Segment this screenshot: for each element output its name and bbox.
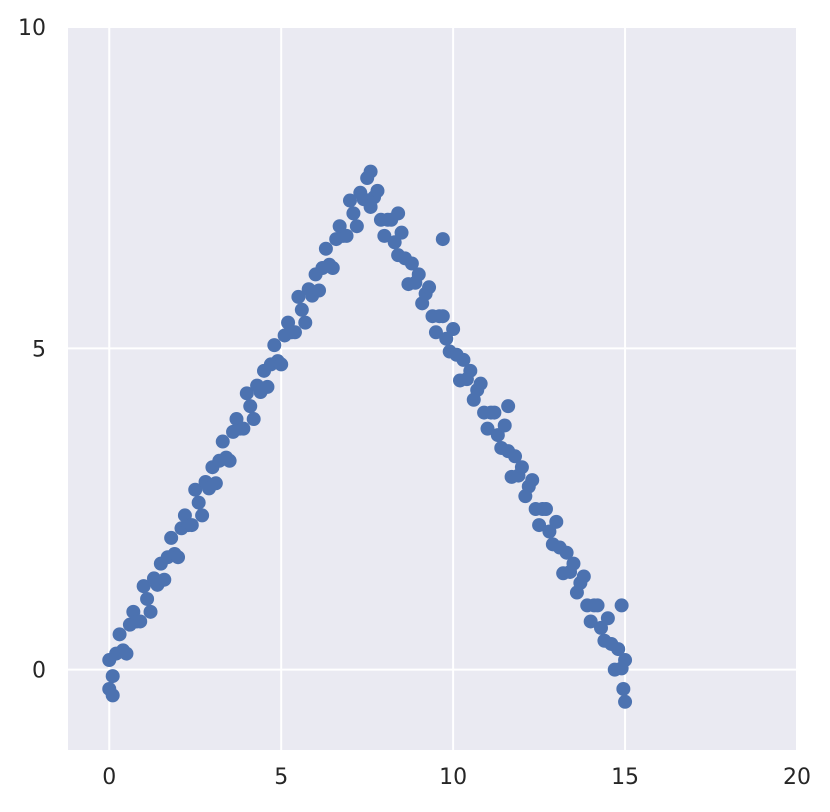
data-point <box>184 518 199 533</box>
data-point <box>274 357 289 372</box>
data-point <box>222 453 237 468</box>
data-point <box>480 421 495 436</box>
data-point <box>143 604 158 619</box>
data-point <box>195 508 210 523</box>
data-point <box>549 514 564 529</box>
data-point <box>487 405 502 420</box>
data-point <box>370 183 385 198</box>
x-tick-label: 15 <box>611 765 639 790</box>
plot-area <box>68 27 797 750</box>
data-point <box>312 283 327 298</box>
y-tick-label: 5 <box>32 337 46 362</box>
data-point <box>566 556 581 571</box>
data-point <box>363 164 378 179</box>
data-point <box>188 482 203 497</box>
data-point <box>532 518 547 533</box>
data-point <box>525 473 540 488</box>
data-point <box>463 363 478 378</box>
data-point <box>422 280 437 295</box>
data-point <box>112 627 127 642</box>
data-point <box>508 449 523 464</box>
data-point <box>291 289 306 304</box>
data-point <box>287 325 302 340</box>
data-point <box>243 399 258 414</box>
data-point <box>342 193 357 208</box>
data-point <box>157 572 172 587</box>
data-point <box>119 646 134 661</box>
data-point <box>164 530 179 545</box>
data-point <box>559 545 574 560</box>
y-tick-label: 10 <box>18 16 46 41</box>
gridlines <box>68 26 798 750</box>
data-point <box>590 598 605 613</box>
data-point <box>294 302 309 317</box>
data-point <box>136 579 151 594</box>
data-point <box>614 598 629 613</box>
data-point <box>411 267 426 282</box>
data-point <box>593 620 608 635</box>
data-point <box>102 681 117 696</box>
data-point <box>267 338 282 353</box>
data-point <box>456 352 471 367</box>
data-point <box>325 261 340 275</box>
data-point <box>576 569 591 584</box>
data-points <box>102 164 633 709</box>
data-point <box>618 653 633 668</box>
data-point <box>616 681 631 696</box>
data-point <box>583 614 598 629</box>
data-point <box>394 225 409 240</box>
data-point <box>236 421 251 436</box>
y-tick-label: 0 <box>32 659 46 684</box>
x-tick-label: 20 <box>783 765 811 790</box>
y-axis-ticks: 0 5 10 <box>18 16 46 684</box>
data-point <box>600 611 615 626</box>
data-point <box>140 591 155 606</box>
x-tick-label: 10 <box>439 765 467 790</box>
x-axis-ticks: 0 5 10 15 20 <box>102 765 811 790</box>
data-point <box>404 256 419 271</box>
data-point <box>435 309 450 324</box>
data-point <box>191 495 206 510</box>
data-point <box>349 219 364 234</box>
data-point <box>208 476 223 491</box>
data-point <box>133 614 148 629</box>
data-point <box>514 460 529 475</box>
data-point <box>318 241 333 256</box>
data-point <box>377 228 392 243</box>
data-point <box>490 428 505 443</box>
data-point <box>435 232 450 247</box>
data-point <box>346 206 361 221</box>
data-point <box>387 235 402 250</box>
data-point <box>542 524 557 539</box>
data-point <box>501 399 516 414</box>
data-point <box>538 502 553 516</box>
x-tick-label: 5 <box>274 765 288 790</box>
data-point <box>473 376 488 391</box>
data-point <box>171 550 186 565</box>
data-point <box>246 412 261 427</box>
data-point <box>239 386 254 401</box>
data-point <box>298 315 313 330</box>
data-point <box>439 331 454 346</box>
data-point <box>105 669 120 684</box>
data-point <box>446 322 461 337</box>
data-point <box>391 206 406 221</box>
data-point <box>260 379 275 394</box>
data-point <box>611 642 626 657</box>
data-point <box>339 228 354 243</box>
data-point <box>428 325 443 340</box>
x-tick-label: 0 <box>102 765 116 790</box>
data-point <box>618 694 633 709</box>
data-point <box>215 434 230 449</box>
data-point <box>497 418 512 433</box>
